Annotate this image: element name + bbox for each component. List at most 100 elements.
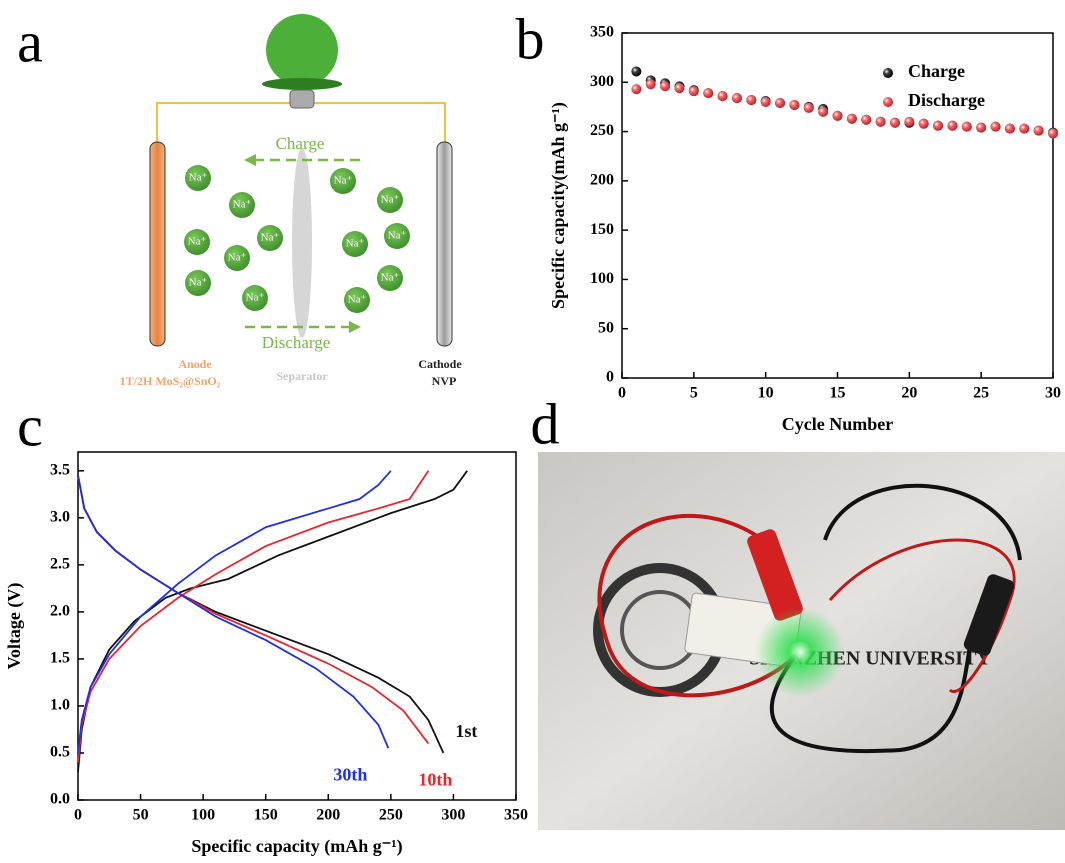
data-point	[804, 103, 814, 113]
curve	[78, 476, 388, 749]
photo: SHENZHEN UNIVERSITY	[538, 452, 1065, 830]
x-tick-label: 300	[441, 807, 465, 824]
legend-marker	[883, 68, 893, 78]
separator	[292, 148, 312, 338]
ion-label: Na⁺	[334, 175, 353, 187]
bulb-socket	[290, 90, 314, 108]
data-point	[718, 91, 728, 101]
legend-label: Discharge	[908, 90, 985, 110]
panel-label: c	[17, 393, 43, 458]
x-tick-label: 200	[316, 807, 340, 824]
anode-label: Anode	[178, 357, 212, 371]
y-axis-label: Specific capacity(mAh g⁻¹)	[548, 102, 569, 309]
anode	[150, 142, 165, 346]
x-tick-label: 0	[618, 385, 626, 402]
curve	[78, 471, 391, 753]
ion-label: Na⁺	[261, 232, 280, 244]
globe	[266, 14, 338, 86]
charge-label: Charge	[276, 134, 325, 153]
data-point	[789, 100, 799, 110]
y-tick-label: 150	[590, 221, 614, 238]
cathode-label: Cathode	[418, 357, 462, 371]
data-point	[818, 107, 828, 117]
ion-label: Na⁺	[246, 292, 265, 304]
ion-label: Na⁺	[388, 230, 407, 242]
plot-frame	[622, 33, 1053, 378]
ion-label: Na⁺	[346, 238, 365, 250]
arrow-head	[244, 154, 256, 166]
panel-label: a	[17, 9, 43, 74]
data-point	[689, 86, 699, 96]
panel-label: d	[531, 391, 560, 456]
y-tick-label: 0	[606, 369, 614, 386]
ion-label: Na⁺	[381, 272, 400, 284]
y-tick-label: 250	[590, 122, 614, 139]
y-tick-label: 0.0	[50, 791, 70, 808]
data-point	[861, 115, 871, 125]
plot-frame	[78, 452, 516, 800]
data-point	[933, 121, 943, 131]
y-tick-label: 1.5	[50, 650, 70, 667]
globe-base	[262, 78, 342, 90]
led-glow	[755, 607, 845, 697]
y-tick-label: 2.5	[50, 556, 70, 573]
data-point	[703, 88, 713, 98]
data-point	[904, 117, 914, 127]
x-tick-label: 25	[973, 385, 989, 402]
curve	[78, 476, 428, 744]
data-point	[833, 111, 843, 121]
x-tick-label: 150	[254, 807, 278, 824]
data-point	[775, 98, 785, 108]
ion-label: Na⁺	[189, 172, 208, 184]
data-point	[631, 66, 641, 76]
x-tick-label: 20	[901, 385, 917, 402]
curve	[78, 471, 428, 763]
curve-label: 30th	[333, 764, 367, 784]
x-tick-label: 50	[133, 807, 149, 824]
cathode	[437, 142, 452, 346]
y-tick-label: 2.0	[50, 603, 70, 620]
y-tick-label: 100	[590, 270, 614, 287]
ion-label: Na⁺	[188, 236, 207, 248]
y-tick-label: 200	[590, 172, 614, 189]
x-tick-label: 350	[504, 807, 528, 824]
figure: Charge Discharge Anode 1T/2H MoS₂@SnO₂ S…	[0, 0, 1065, 863]
x-axis-label: Cycle Number	[782, 414, 893, 434]
ion-label: Na⁺	[233, 199, 252, 211]
y-tick-label: 1.0	[50, 697, 70, 714]
data-point	[732, 93, 742, 103]
data-point	[1005, 124, 1015, 134]
arrow-head	[349, 321, 361, 333]
legend-label: Charge	[908, 61, 965, 81]
discharge-label: Discharge	[262, 333, 331, 352]
y-tick-label: 3.5	[50, 461, 70, 478]
data-point	[947, 121, 957, 131]
data-point	[746, 95, 756, 105]
data-point	[646, 79, 656, 89]
x-tick-label: 15	[830, 385, 846, 402]
x-tick-label: 5	[690, 385, 698, 402]
ion-label: Na⁺	[381, 194, 400, 206]
legend-marker	[883, 97, 893, 107]
y-axis-label: Voltage (V)	[4, 583, 25, 670]
x-tick-label: 100	[191, 807, 215, 824]
panel-label: b	[516, 6, 545, 71]
y-tick-label: 3.0	[50, 509, 70, 526]
data-point	[1019, 124, 1029, 134]
data-point	[847, 114, 857, 124]
diagram: Charge Discharge Anode 1T/2H MoS₂@SnO₂ S…	[120, 14, 463, 388]
y-tick-label: 350	[590, 24, 614, 41]
y-tick-label: 0.5	[50, 744, 70, 761]
cathode-material: NVP	[432, 374, 457, 388]
data-point	[890, 118, 900, 128]
curve	[78, 476, 443, 753]
x-tick-label: 10	[758, 385, 774, 402]
data-point	[976, 123, 986, 133]
ion-label: Na⁺	[189, 277, 208, 289]
x-tick-label: 250	[379, 807, 403, 824]
x-tick-label: 30	[1045, 385, 1061, 402]
ion-label: Na⁺	[348, 294, 367, 306]
x-tick-label: 0	[74, 807, 82, 824]
data-point	[631, 84, 641, 94]
ion-label: Na⁺	[228, 252, 247, 264]
